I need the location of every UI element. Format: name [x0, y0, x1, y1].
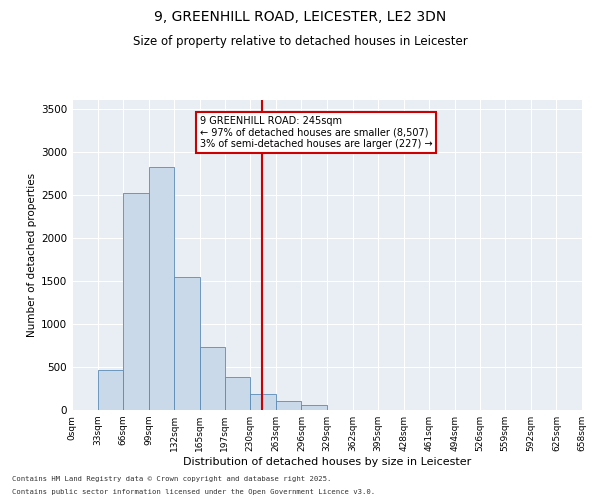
Bar [123, 193, 149, 410]
Bar [250, 394, 276, 410]
Bar [149, 166, 175, 410]
Text: 9 GREENHILL ROAD: 245sqm
← 97% of detached houses are smaller (8,507)
3% of semi: 9 GREENHILL ROAD: 245sqm ← 97% of detach… [200, 116, 433, 148]
Bar [175, 278, 200, 410]
Bar [200, 347, 224, 410]
Bar [301, 406, 327, 410]
Bar [98, 370, 123, 410]
Y-axis label: Number of detached properties: Number of detached properties [27, 173, 37, 337]
Text: Size of property relative to detached houses in Leicester: Size of property relative to detached ho… [133, 35, 467, 48]
Bar [276, 402, 301, 410]
X-axis label: Distribution of detached houses by size in Leicester: Distribution of detached houses by size … [183, 457, 471, 467]
Text: 9, GREENHILL ROAD, LEICESTER, LE2 3DN: 9, GREENHILL ROAD, LEICESTER, LE2 3DN [154, 10, 446, 24]
Text: Contains public sector information licensed under the Open Government Licence v3: Contains public sector information licen… [12, 489, 375, 495]
Text: Contains HM Land Registry data © Crown copyright and database right 2025.: Contains HM Land Registry data © Crown c… [12, 476, 331, 482]
Bar [224, 378, 250, 410]
